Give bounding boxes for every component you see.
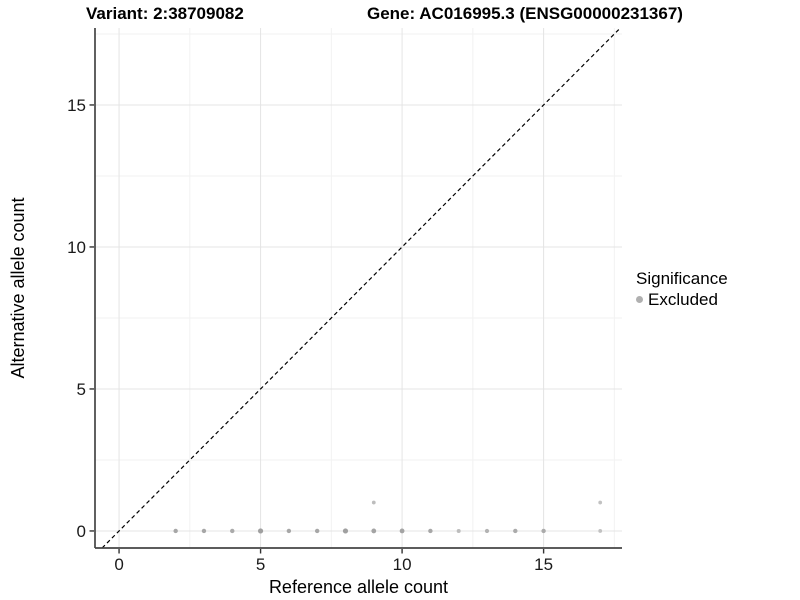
legend-item-label: Excluded — [648, 290, 718, 309]
x-axis-title: Reference allele count — [269, 577, 448, 597]
y-tick-label: 10 — [67, 238, 86, 257]
data-point — [173, 528, 178, 534]
data-point — [314, 528, 320, 534]
data-point — [230, 528, 235, 534]
gene-title: Gene: AC016995.3 (ENSG00000231367) — [367, 4, 683, 23]
data-point — [201, 528, 207, 534]
data-point — [456, 528, 461, 533]
x-tick-label: 10 — [393, 555, 412, 574]
x-tick-label: 5 — [256, 555, 265, 574]
data-point — [428, 528, 433, 534]
variant-title: Variant: 2:38709082 — [86, 4, 244, 23]
data-point — [257, 528, 264, 534]
data-point — [286, 528, 292, 534]
y-tick-label: 5 — [77, 380, 86, 399]
data-point — [541, 528, 546, 534]
identity-line — [101, 28, 621, 548]
legend: Significance Excluded — [636, 268, 728, 310]
y-tick-label: 0 — [77, 522, 86, 541]
legend-item-excluded: Excluded — [636, 289, 728, 310]
y-tick-label: 15 — [67, 96, 86, 115]
x-tick-label: 0 — [114, 555, 123, 574]
excluded-point-icon — [636, 296, 643, 303]
data-point — [513, 528, 518, 534]
data-point — [598, 529, 603, 533]
data-point — [598, 500, 603, 505]
data-point — [484, 528, 490, 534]
x-tick-label: 15 — [534, 555, 553, 574]
data-point — [371, 500, 376, 505]
data-point — [399, 528, 405, 534]
data-point — [342, 528, 349, 534]
data-point — [371, 528, 377, 534]
y-axis-title: Alternative allele count — [8, 197, 28, 378]
legend-title: Significance — [636, 269, 728, 288]
